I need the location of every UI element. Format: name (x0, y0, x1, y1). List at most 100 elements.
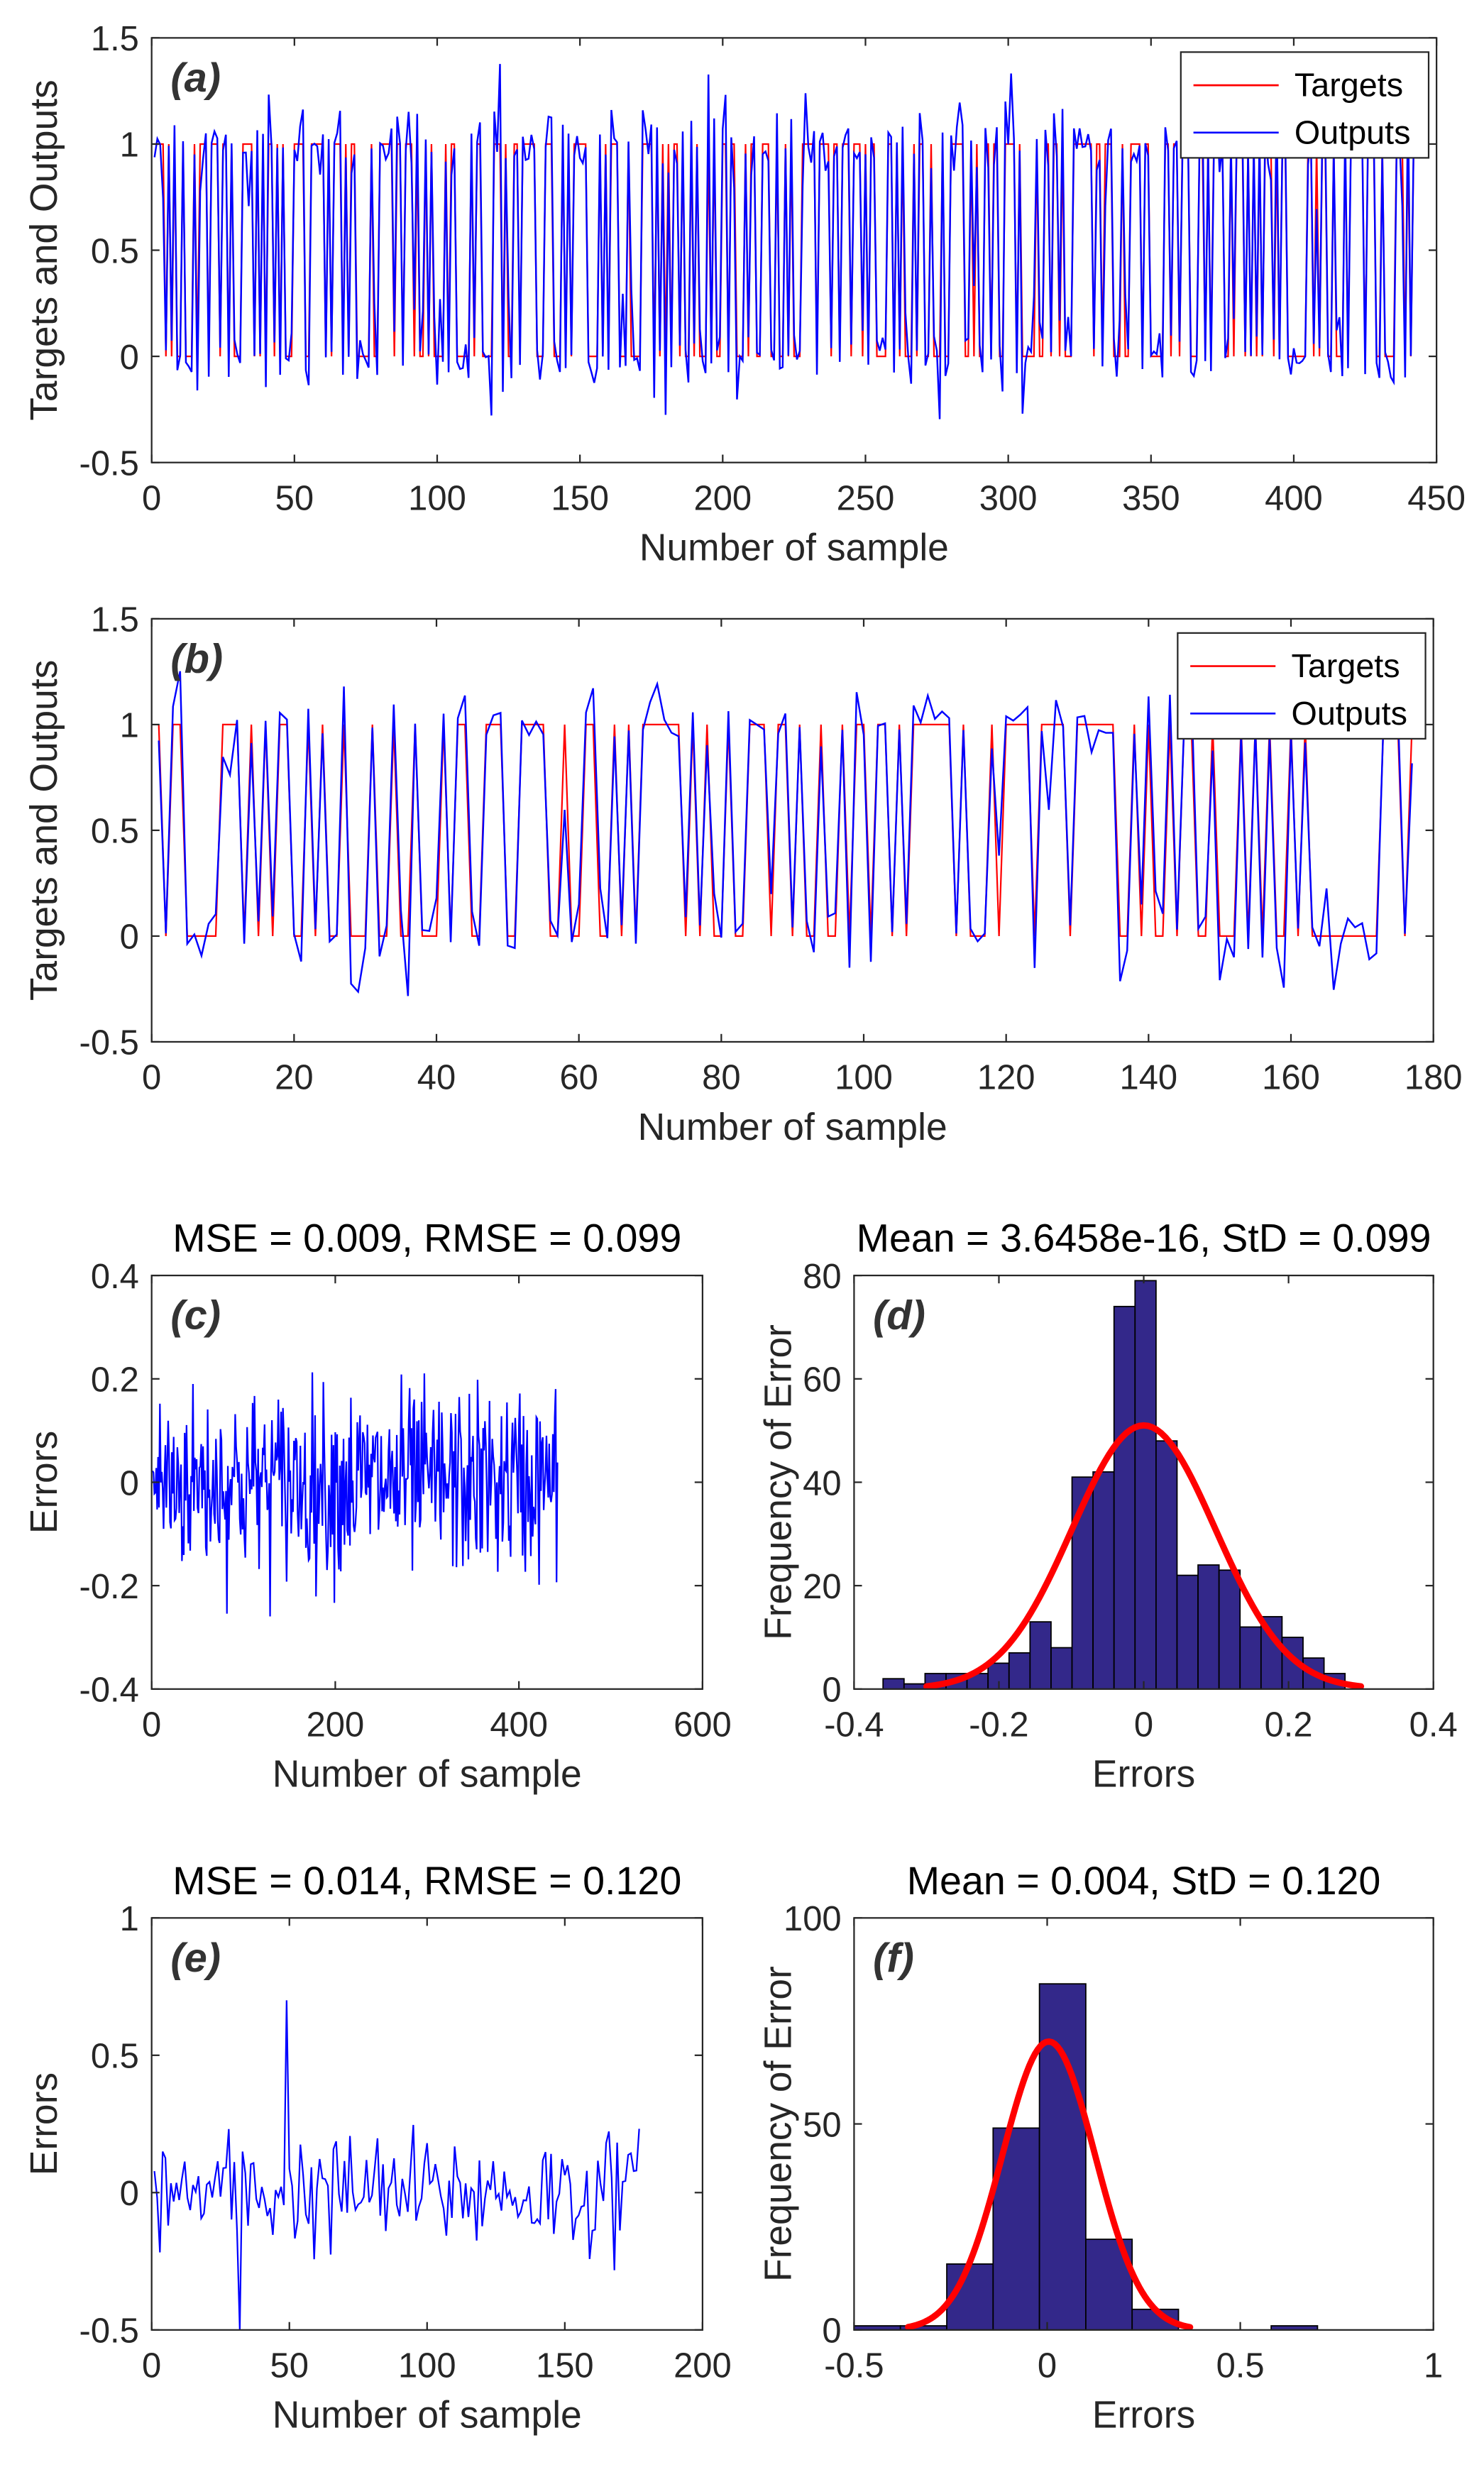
histogram-bar (1218, 1569, 1241, 1690)
y-tick-label: 100 (784, 1900, 842, 1938)
panel-d: -0.4 -0.2 0 0.2 0.4 0 20 40 60 80 Errors Frequency … (757, 1216, 1457, 1796)
x-tick-label: -0.5 (824, 2347, 884, 2385)
y-tick-label: 0 (822, 2312, 841, 2351)
legend: Targets Outputs (1180, 51, 1430, 159)
panel-label: (d) (873, 1293, 925, 1339)
y-tick-label: 0.5 (91, 813, 139, 851)
y-tick-label: 1 (120, 126, 139, 165)
y-axis-label: Targets and Outputs (23, 79, 65, 421)
histogram-bar (1176, 1574, 1199, 1690)
x-tick-label: 100 (835, 1059, 893, 1097)
plot-area (151, 1918, 703, 2330)
y-tick-label: 0 (120, 339, 139, 377)
x-tick-label: 0.2 (1265, 1706, 1313, 1745)
chart-title: MSE = 0.014, RMSE = 0.120 (172, 1859, 681, 1903)
errors-line (153, 2000, 640, 2330)
x-tick-label: 140 (1120, 1059, 1178, 1097)
x-tick-label: 80 (702, 1059, 740, 1097)
histogram-bar (1008, 1652, 1031, 1690)
histogram-bar (1050, 1647, 1073, 1690)
y-tick-label: 0.4 (91, 1258, 139, 1296)
x-tick-label: 20 (275, 1059, 313, 1097)
histogram-bar (882, 1678, 905, 1690)
panel-a: 0 50 100 150 200 250 300 350 400 450-0.500.511.5N… (23, 20, 1466, 568)
chart-title: Mean = 0.004, StD = 0.120 (907, 1859, 1381, 1903)
x-tick-label: 180 (1405, 1059, 1463, 1097)
x-axis-label: Number of sample (273, 1754, 582, 1796)
panel-label: (b) (170, 636, 223, 681)
x-tick-label: -0.2 (969, 1706, 1028, 1745)
panel-label: (a) (170, 55, 221, 101)
x-axis-label: Number of sample (639, 527, 949, 569)
y-tick-label: 1 (120, 1900, 139, 1938)
y-tick-label: 1.5 (91, 601, 139, 639)
y-tick-label: -0.5 (79, 2312, 139, 2351)
x-tick-label: 0 (142, 2347, 161, 2385)
x-tick-label: 150 (551, 479, 609, 517)
y-tick-label: -0.2 (79, 1568, 139, 1606)
x-tick-label: 40 (417, 1059, 456, 1097)
y-tick-label: 0 (822, 1671, 841, 1710)
x-tick-label: 160 (1262, 1059, 1320, 1097)
x-tick-label: 400 (1265, 479, 1323, 517)
legend-box (1180, 51, 1430, 159)
y-tick-label: 0 (120, 918, 139, 957)
histogram-bar (1197, 1564, 1220, 1690)
x-tick-label: 200 (694, 479, 752, 517)
x-tick-label: 0 (142, 1059, 161, 1097)
histogram-bar (1113, 1305, 1136, 1690)
y-axis-label: Errors (23, 1431, 65, 1534)
histogram-bar (992, 2127, 1040, 2331)
y-tick-label: -0.5 (79, 1024, 139, 1062)
x-tick-label: 50 (270, 2347, 309, 2385)
y-axis-label: Errors (23, 2072, 65, 2175)
y-tick-label: 60 (803, 1361, 841, 1400)
x-tick-label: 0 (1038, 2347, 1057, 2385)
y-tick-label: 50 (803, 2106, 841, 2144)
y-tick-label: 0 (120, 2175, 139, 2213)
panel-b: 0 20 40 60 80 100 120 140 160 180-0.500.511.5Numb… (23, 601, 1462, 1148)
series-outputs-line (158, 671, 1413, 996)
x-tick-label: 600 (674, 1706, 732, 1745)
x-tick-label: 0 (1134, 1706, 1153, 1745)
y-tick-label: 0.5 (91, 2038, 139, 2076)
series-outputs-line (153, 64, 1415, 419)
x-tick-label: 100 (408, 479, 466, 517)
x-tick-label: 200 (307, 1706, 365, 1745)
y-tick-label: 1.5 (91, 20, 139, 58)
legend: Targets Outputs (1177, 632, 1427, 740)
x-tick-label: 350 (1122, 479, 1180, 517)
panel-c: 0 200 400 600 -0.4 -0.2 0 0.2 0.4 Number of sampl… (23, 1216, 731, 1796)
x-axis-label: Number of sample (638, 1106, 947, 1148)
y-axis-label: Targets and Outputs (23, 660, 65, 1001)
y-axis-label: Frequency of Error (757, 1966, 799, 2282)
normal-fit-curve (905, 2038, 1194, 2331)
legend-entry: Outputs (1291, 695, 1407, 732)
x-tick-label: 1 (1424, 2347, 1443, 2385)
errors-line (151, 1372, 559, 1617)
legend-box (1177, 632, 1427, 740)
y-tick-label: 1 (120, 707, 139, 745)
y-tick-label: 40 (803, 1464, 841, 1503)
legend-entry: Outputs (1295, 114, 1411, 150)
legend-entry: Targets (1291, 647, 1400, 684)
histogram-bar (1029, 1621, 1052, 1690)
x-tick-label: -0.4 (824, 1706, 884, 1745)
x-tick-label: 0.5 (1216, 2347, 1265, 2385)
x-axis-label: Errors (1092, 1754, 1195, 1796)
plot-area (151, 1275, 703, 1689)
histogram-bar (1038, 1983, 1087, 2331)
x-tick-label: 450 (1407, 479, 1466, 517)
x-axis-label: Errors (1092, 2395, 1195, 2437)
histogram-bar (1092, 1471, 1115, 1690)
plot-area (854, 1918, 1434, 2330)
y-tick-label: 0.2 (91, 1361, 139, 1400)
x-tick-label: 200 (674, 2347, 732, 2385)
x-tick-label: 50 (275, 479, 314, 517)
y-tick-label: 0 (120, 1464, 139, 1503)
panel-label: (f) (873, 1935, 914, 1981)
x-tick-label: 60 (559, 1059, 598, 1097)
x-tick-label: 120 (977, 1059, 1035, 1097)
y-tick-label: -0.5 (79, 444, 139, 483)
